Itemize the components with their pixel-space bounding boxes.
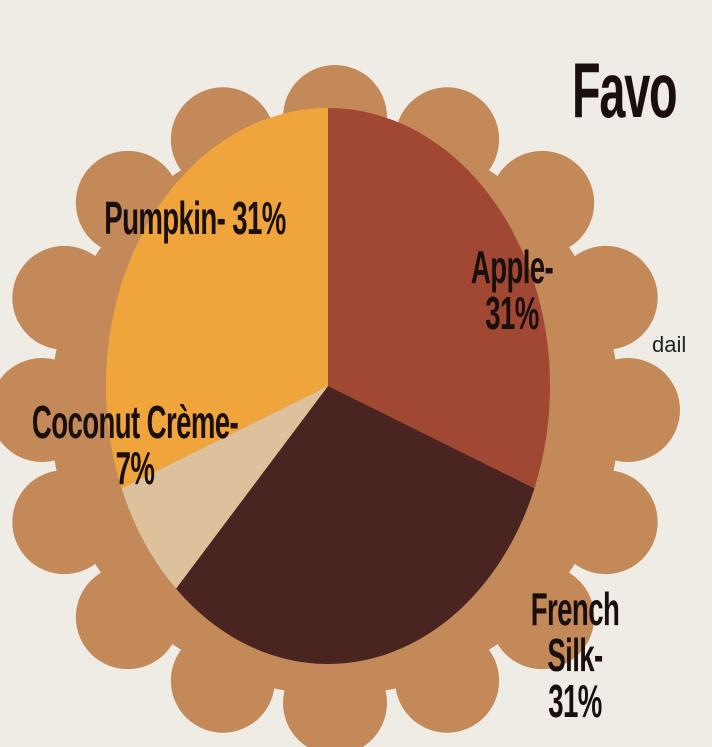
pie-slice (121, 386, 328, 589)
gear-tooth (283, 651, 387, 747)
slice-label: French Silk- 31% (530, 583, 620, 727)
gear-tooth (576, 358, 680, 462)
gear-tooth (75, 565, 180, 670)
gear-tooth (490, 150, 595, 255)
gear-tooth (12, 470, 117, 575)
slice-label: Coconut Crème- 7% (31, 396, 239, 494)
gear-tooth (12, 245, 117, 350)
gear-tooth (553, 245, 658, 350)
slice-label: Pumpkin- 31% (104, 192, 286, 244)
pie-slice (176, 386, 535, 664)
gear-tooth (0, 358, 94, 462)
pie-slice (328, 108, 550, 489)
slice-label: Apple- 31% (470, 241, 554, 339)
chart-title: Favo (572, 46, 678, 134)
gear-tooth (490, 565, 595, 670)
pie-slice (105, 108, 329, 489)
gear-tooth (170, 628, 275, 733)
gear-tooth (553, 470, 658, 575)
gear-tooth (395, 628, 500, 733)
text-fragment: dail (652, 332, 687, 357)
